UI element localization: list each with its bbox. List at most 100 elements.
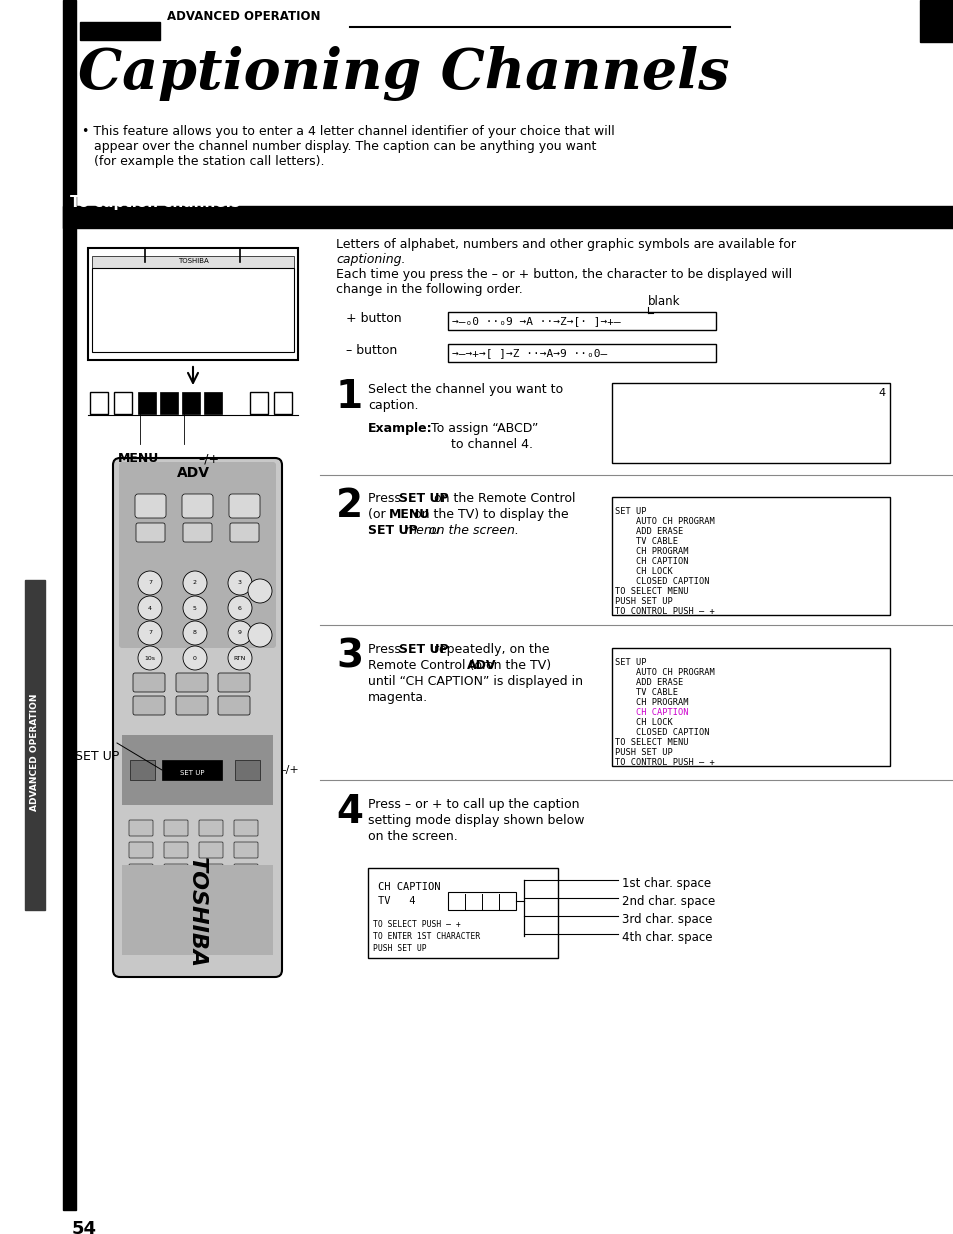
- Text: –/+: –/+: [198, 452, 219, 465]
- Text: 2: 2: [193, 580, 196, 585]
- Text: SET UP: SET UP: [398, 492, 448, 505]
- Text: menu: menu: [404, 524, 439, 537]
- Text: CH LOCK: CH LOCK: [615, 566, 672, 576]
- Text: CLOSED CAPTION: CLOSED CAPTION: [615, 728, 709, 737]
- FancyBboxPatch shape: [183, 523, 212, 542]
- FancyBboxPatch shape: [199, 842, 223, 858]
- Text: CH PROGRAM: CH PROGRAM: [615, 698, 688, 707]
- Bar: [91, 268, 294, 352]
- Text: 9: 9: [237, 631, 242, 636]
- FancyBboxPatch shape: [129, 842, 152, 858]
- Text: CHAPTER 4: CHAPTER 4: [82, 12, 147, 22]
- Circle shape: [183, 571, 207, 595]
- Text: caption.: caption.: [368, 399, 418, 412]
- Text: + button: + button: [346, 312, 401, 325]
- Bar: [88, 248, 297, 360]
- Text: – button: – button: [346, 344, 396, 357]
- Text: 4: 4: [878, 387, 885, 399]
- Bar: [274, 392, 292, 413]
- Circle shape: [183, 647, 207, 670]
- FancyBboxPatch shape: [132, 673, 165, 692]
- Text: on the TV): on the TV): [482, 659, 551, 673]
- Text: SET UP: SET UP: [398, 643, 448, 656]
- Text: 1: 1: [335, 378, 363, 416]
- Text: 8: 8: [193, 631, 196, 636]
- Text: appear over the channel number display. The caption can be anything you want: appear over the channel number display. …: [82, 139, 596, 153]
- Text: until “CH CAPTION” is displayed in: until “CH CAPTION” is displayed in: [368, 675, 582, 689]
- Text: ADD ERASE: ADD ERASE: [615, 677, 682, 687]
- Text: • This feature allows you to enter a 4 letter channel identifier of your choice : • This feature allows you to enter a 4 l…: [82, 125, 614, 138]
- Bar: [80, 22, 160, 39]
- Text: 4: 4: [335, 793, 363, 830]
- Text: –/+: –/+: [280, 765, 298, 775]
- Text: 10s: 10s: [144, 655, 155, 660]
- Text: TO ENTER 1ST CHARACTER: TO ENTER 1ST CHARACTER: [373, 932, 479, 942]
- Text: Letters of alphabet, numbers and other graphic symbols are available for: Letters of alphabet, numbers and other g…: [335, 238, 795, 251]
- Text: on the Remote Control: on the Remote Control: [430, 492, 576, 505]
- Text: 7: 7: [148, 580, 152, 585]
- Bar: [162, 760, 222, 780]
- Text: magenta.: magenta.: [368, 691, 428, 705]
- Text: ADVANCED OPERATION: ADVANCED OPERATION: [167, 10, 320, 22]
- Text: CH CAPTION: CH CAPTION: [377, 882, 440, 892]
- Bar: [63, 206, 953, 228]
- Text: 4: 4: [148, 606, 152, 611]
- Text: ADD ERASE: ADD ERASE: [615, 527, 682, 536]
- Circle shape: [138, 621, 162, 645]
- Text: 2nd char. space: 2nd char. space: [621, 895, 715, 908]
- Bar: [138, 392, 156, 413]
- Circle shape: [138, 647, 162, 670]
- Circle shape: [228, 571, 252, 595]
- Text: TO CONTROL PUSH – +: TO CONTROL PUSH – +: [615, 758, 714, 768]
- Text: TV CABLE: TV CABLE: [615, 537, 678, 545]
- Text: ADVANCED OPERATION: ADVANCED OPERATION: [30, 694, 39, 811]
- FancyBboxPatch shape: [612, 648, 889, 766]
- Text: To assign “ABCD”: To assign “ABCD”: [431, 422, 537, 436]
- FancyBboxPatch shape: [164, 842, 188, 858]
- Bar: [919, 0, 953, 42]
- Circle shape: [228, 621, 252, 645]
- Text: change in the following order.: change in the following order.: [335, 283, 522, 296]
- FancyBboxPatch shape: [230, 523, 258, 542]
- Text: CLOSED CAPTION: CLOSED CAPTION: [615, 578, 709, 586]
- Bar: [91, 255, 294, 268]
- Text: CH CAPTION: CH CAPTION: [615, 557, 688, 566]
- Text: (or: (or: [368, 508, 389, 521]
- FancyBboxPatch shape: [368, 868, 558, 958]
- Bar: [182, 392, 200, 413]
- FancyBboxPatch shape: [229, 494, 260, 518]
- Bar: [160, 392, 178, 413]
- Circle shape: [138, 596, 162, 619]
- Text: PUSH SET UP: PUSH SET UP: [373, 944, 426, 953]
- Text: TO SELECT PUSH – +: TO SELECT PUSH – +: [373, 921, 460, 929]
- Bar: [234, 760, 260, 780]
- Text: ADV: ADV: [176, 466, 210, 480]
- Text: 54: 54: [71, 1220, 97, 1234]
- Bar: [25, 580, 45, 909]
- Text: CH CAPTION: CH CAPTION: [615, 708, 688, 717]
- FancyBboxPatch shape: [448, 892, 516, 909]
- FancyBboxPatch shape: [218, 673, 250, 692]
- Circle shape: [228, 596, 252, 619]
- Text: 6: 6: [238, 606, 242, 611]
- Text: MENU: MENU: [118, 452, 159, 465]
- Text: →–→+→[ ]→Z ··→A→9 ··ₒ0–: →–→+→[ ]→Z ··→A→9 ··ₒ0–: [452, 348, 607, 358]
- Text: on the screen.: on the screen.: [425, 524, 518, 537]
- Text: TOSHIBA: TOSHIBA: [187, 858, 207, 969]
- FancyBboxPatch shape: [164, 821, 188, 835]
- Text: RTN: RTN: [233, 655, 246, 660]
- Text: 3: 3: [237, 580, 242, 585]
- Text: 3rd char. space: 3rd char. space: [621, 913, 712, 926]
- FancyBboxPatch shape: [233, 821, 257, 835]
- FancyBboxPatch shape: [199, 864, 223, 880]
- FancyBboxPatch shape: [136, 523, 165, 542]
- Text: TO CONTROL PUSH – +: TO CONTROL PUSH – +: [615, 607, 714, 616]
- FancyBboxPatch shape: [129, 821, 152, 835]
- Text: CH PROGRAM: CH PROGRAM: [615, 547, 688, 557]
- Bar: [90, 392, 108, 413]
- Circle shape: [183, 621, 207, 645]
- FancyBboxPatch shape: [175, 696, 208, 714]
- FancyBboxPatch shape: [612, 383, 889, 463]
- Bar: [204, 392, 222, 413]
- Text: ADV: ADV: [466, 659, 496, 673]
